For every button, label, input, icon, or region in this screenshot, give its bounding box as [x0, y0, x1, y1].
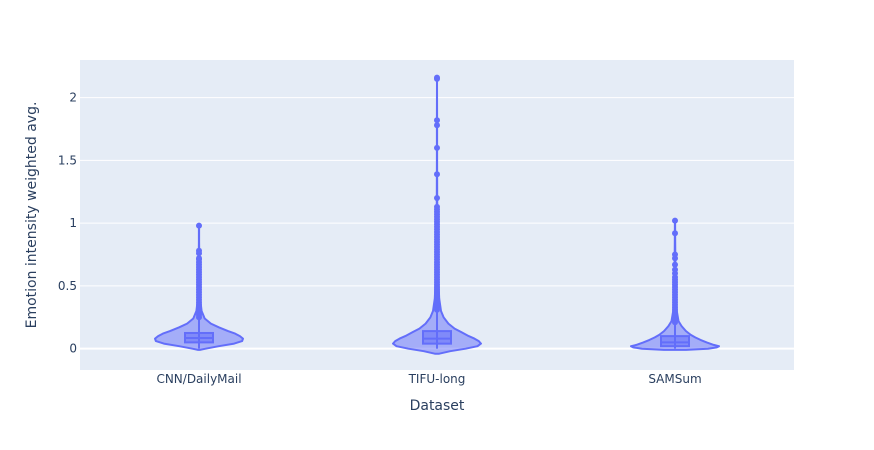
outlier-point — [672, 251, 678, 258]
outlier-point — [434, 122, 440, 129]
y-tick-labels: 0 0.5 1 1.5 2 — [58, 91, 77, 356]
y-tick-label: 2 — [69, 91, 77, 105]
y-tick-label: 0.5 — [58, 279, 77, 293]
outlier-point — [434, 203, 440, 210]
y-axis-title: Emotion intensity weighted avg. — [24, 102, 40, 329]
outlier-point — [672, 230, 678, 237]
outlier-point — [434, 195, 440, 202]
outlier-point — [434, 144, 440, 151]
violin-cnn-dailymail — [154, 222, 244, 351]
x-axis-title: Dataset — [410, 398, 465, 414]
outlier-point — [196, 255, 202, 262]
x-tick-label: SAMSum — [648, 372, 701, 386]
y-tick-label: 0 — [69, 342, 77, 356]
outlier-point — [434, 74, 440, 81]
outlier-point — [434, 171, 440, 178]
x-tick-label: TIFU-long — [408, 372, 466, 386]
outlier-point — [672, 217, 678, 224]
violin-tifu-long — [392, 74, 482, 355]
x-tick-label: CNN/DailyMail — [156, 372, 241, 386]
y-tick-label: 1.5 — [58, 153, 77, 167]
y-tick-label: 1 — [69, 216, 77, 230]
outlier-point — [196, 222, 202, 229]
outlier-point — [672, 261, 678, 268]
violin-traces — [154, 74, 720, 355]
outlier-point — [672, 266, 678, 273]
box — [422, 330, 452, 345]
violin-samsum — [630, 217, 720, 351]
x-tick-labels: CNN/DailyMail TIFU-long SAMSum — [156, 372, 701, 386]
outlier-point — [434, 117, 440, 124]
box — [660, 335, 690, 348]
outlier-point — [196, 247, 202, 254]
